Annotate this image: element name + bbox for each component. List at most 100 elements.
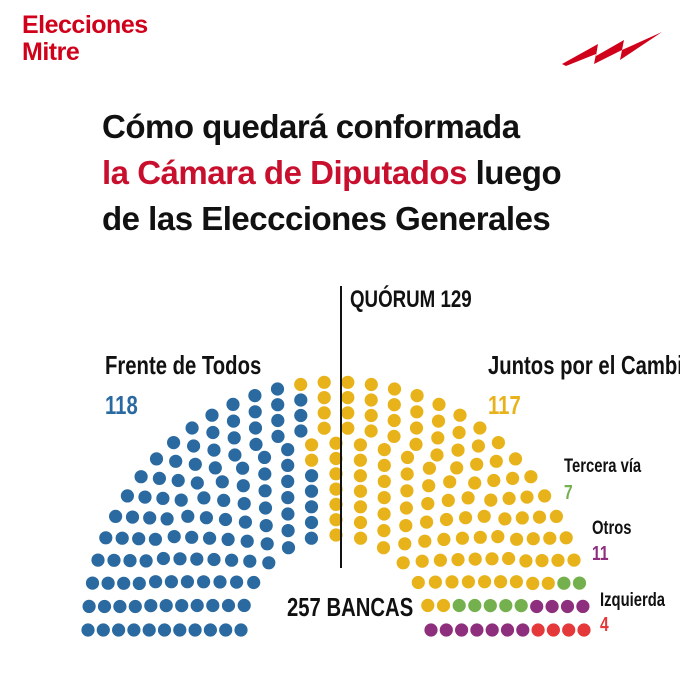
series-value-tercera: 7 — [564, 482, 573, 504]
seat-otros — [500, 623, 515, 637]
seat-juntos-por-el-cambio — [431, 431, 445, 445]
seat-frente-de-todos — [281, 541, 296, 555]
seat-juntos-por-el-cambio — [400, 450, 415, 464]
seat-frente-de-todos — [208, 461, 222, 475]
seat-juntos-por-el-cambio — [455, 531, 469, 545]
seat-frente-de-todos — [188, 457, 202, 471]
seat-juntos-por-el-cambio — [459, 511, 473, 525]
seat-frente-de-todos — [197, 575, 211, 589]
seat-juntos-por-el-cambio — [317, 421, 331, 435]
seat-frente-de-todos — [132, 576, 146, 591]
seat-frente-de-todos — [236, 461, 250, 475]
seat-juntos-por-el-cambio — [485, 552, 499, 566]
seat-juntos-por-el-cambio — [329, 513, 343, 527]
seat-juntos-por-el-cambio — [317, 391, 331, 405]
seat-frente-de-todos — [304, 500, 319, 514]
seat-juntos-por-el-cambio — [451, 443, 465, 457]
seat-frente-de-todos — [260, 537, 274, 551]
seat-frente-de-todos — [228, 448, 242, 462]
seat-frente-de-todos — [132, 532, 146, 546]
seat-juntos-por-el-cambio — [532, 510, 547, 524]
seat-juntos-por-el-cambio — [473, 530, 487, 544]
seat-juntos-por-el-cambio — [353, 515, 368, 530]
seat-juntos-por-el-cambio — [421, 497, 435, 511]
seat-juntos-por-el-cambio — [468, 476, 482, 490]
seat-juntos-por-el-cambio — [409, 437, 423, 451]
seat-otros — [530, 599, 544, 614]
seat-frente-de-todos — [117, 576, 131, 590]
seat-frente-de-todos — [149, 452, 164, 466]
seat-juntos-por-el-cambio — [341, 406, 355, 420]
seat-juntos-por-el-cambio — [409, 421, 424, 435]
seat-frente-de-todos — [187, 439, 201, 453]
seat-juntos-por-el-cambio — [498, 512, 512, 526]
series-value-izquierda: 4 — [600, 614, 609, 636]
seat-otros — [485, 623, 499, 637]
seat-juntos-por-el-cambio — [430, 448, 444, 462]
seat-juntos-por-el-cambio — [329, 467, 343, 481]
seat-juntos-por-el-cambio — [329, 436, 343, 450]
seat-juntos-por-el-cambio — [305, 438, 319, 452]
seat-frente-de-todos — [271, 413, 285, 428]
seat-frente-de-todos — [281, 443, 295, 457]
seat-juntos-por-el-cambio — [353, 484, 368, 498]
seat-juntos-por-el-cambio — [411, 575, 425, 590]
seat-frente-de-todos — [180, 575, 194, 589]
seat-juntos-por-el-cambio — [420, 515, 434, 529]
seat-tercera-via — [483, 599, 497, 613]
seat-frente-de-todos — [156, 491, 170, 505]
seat-frente-de-todos — [237, 497, 251, 511]
seat-frente-de-todos — [152, 471, 166, 485]
seat-juntos-por-el-cambio — [471, 439, 485, 453]
seat-frente-de-todos — [304, 515, 319, 530]
seat-frente-de-todos — [143, 511, 157, 525]
seat-juntos-por-el-cambio — [491, 530, 505, 544]
seat-juntos-por-el-cambio — [400, 467, 414, 481]
seat-frente-de-todos — [206, 425, 220, 440]
seat-frente-de-todos — [247, 575, 261, 590]
brand-line-2: Mitre — [22, 38, 80, 66]
seat-juntos-por-el-cambio — [410, 389, 424, 403]
page-title: Cómo quedará conformada la Cámara de Dip… — [102, 104, 662, 242]
seat-juntos-por-el-cambio — [341, 391, 355, 405]
seat-juntos-por-el-cambio — [341, 421, 355, 435]
seat-frente-de-todos — [270, 382, 285, 396]
seat-juntos-por-el-cambio — [489, 454, 503, 468]
seat-frente-de-todos — [304, 531, 318, 545]
seat-frente-de-todos — [171, 473, 185, 488]
seat-juntos-por-el-cambio — [317, 375, 331, 389]
seat-juntos-por-el-cambio — [551, 553, 565, 567]
seat-juntos-por-el-cambio — [376, 541, 391, 555]
series-label-frente: Frente de Todos — [105, 350, 262, 380]
seat-frente-de-todos — [203, 531, 217, 545]
seat-frente-de-todos — [271, 398, 285, 412]
seat-frente-de-todos — [115, 531, 129, 545]
seat-frente-de-todos — [304, 484, 319, 498]
seat-frente-de-todos — [294, 393, 308, 407]
seat-frente-de-todos — [123, 554, 137, 568]
seat-frente-de-todos — [112, 623, 126, 637]
seat-juntos-por-el-cambio — [436, 598, 451, 613]
seat-tercera-via — [514, 599, 528, 613]
seat-juntos-por-el-cambio — [453, 408, 467, 422]
seat-juntos-por-el-cambio — [526, 576, 540, 591]
seat-frente-de-todos — [175, 599, 189, 613]
seat-frente-de-todos — [173, 552, 187, 566]
seat-juntos-por-el-cambio — [341, 375, 355, 389]
seat-tercera-via — [468, 598, 482, 613]
seat-frente-de-todos — [82, 599, 96, 614]
seat-otros — [439, 623, 453, 637]
seat-frente-de-todos — [190, 552, 204, 566]
seat-juntos-por-el-cambio — [329, 482, 343, 496]
seat-frente-de-todos — [243, 554, 257, 568]
seat-juntos-por-el-cambio — [399, 519, 413, 533]
seat-frente-de-todos — [271, 429, 285, 443]
seat-frente-de-todos — [258, 467, 272, 481]
seat-otros — [516, 623, 530, 637]
seat-frente-de-todos — [120, 489, 134, 503]
seat-frente-de-todos — [164, 575, 178, 589]
seat-frente-de-todos — [190, 598, 204, 613]
seat-frente-de-todos — [219, 623, 233, 637]
seat-juntos-por-el-cambio — [329, 451, 343, 466]
